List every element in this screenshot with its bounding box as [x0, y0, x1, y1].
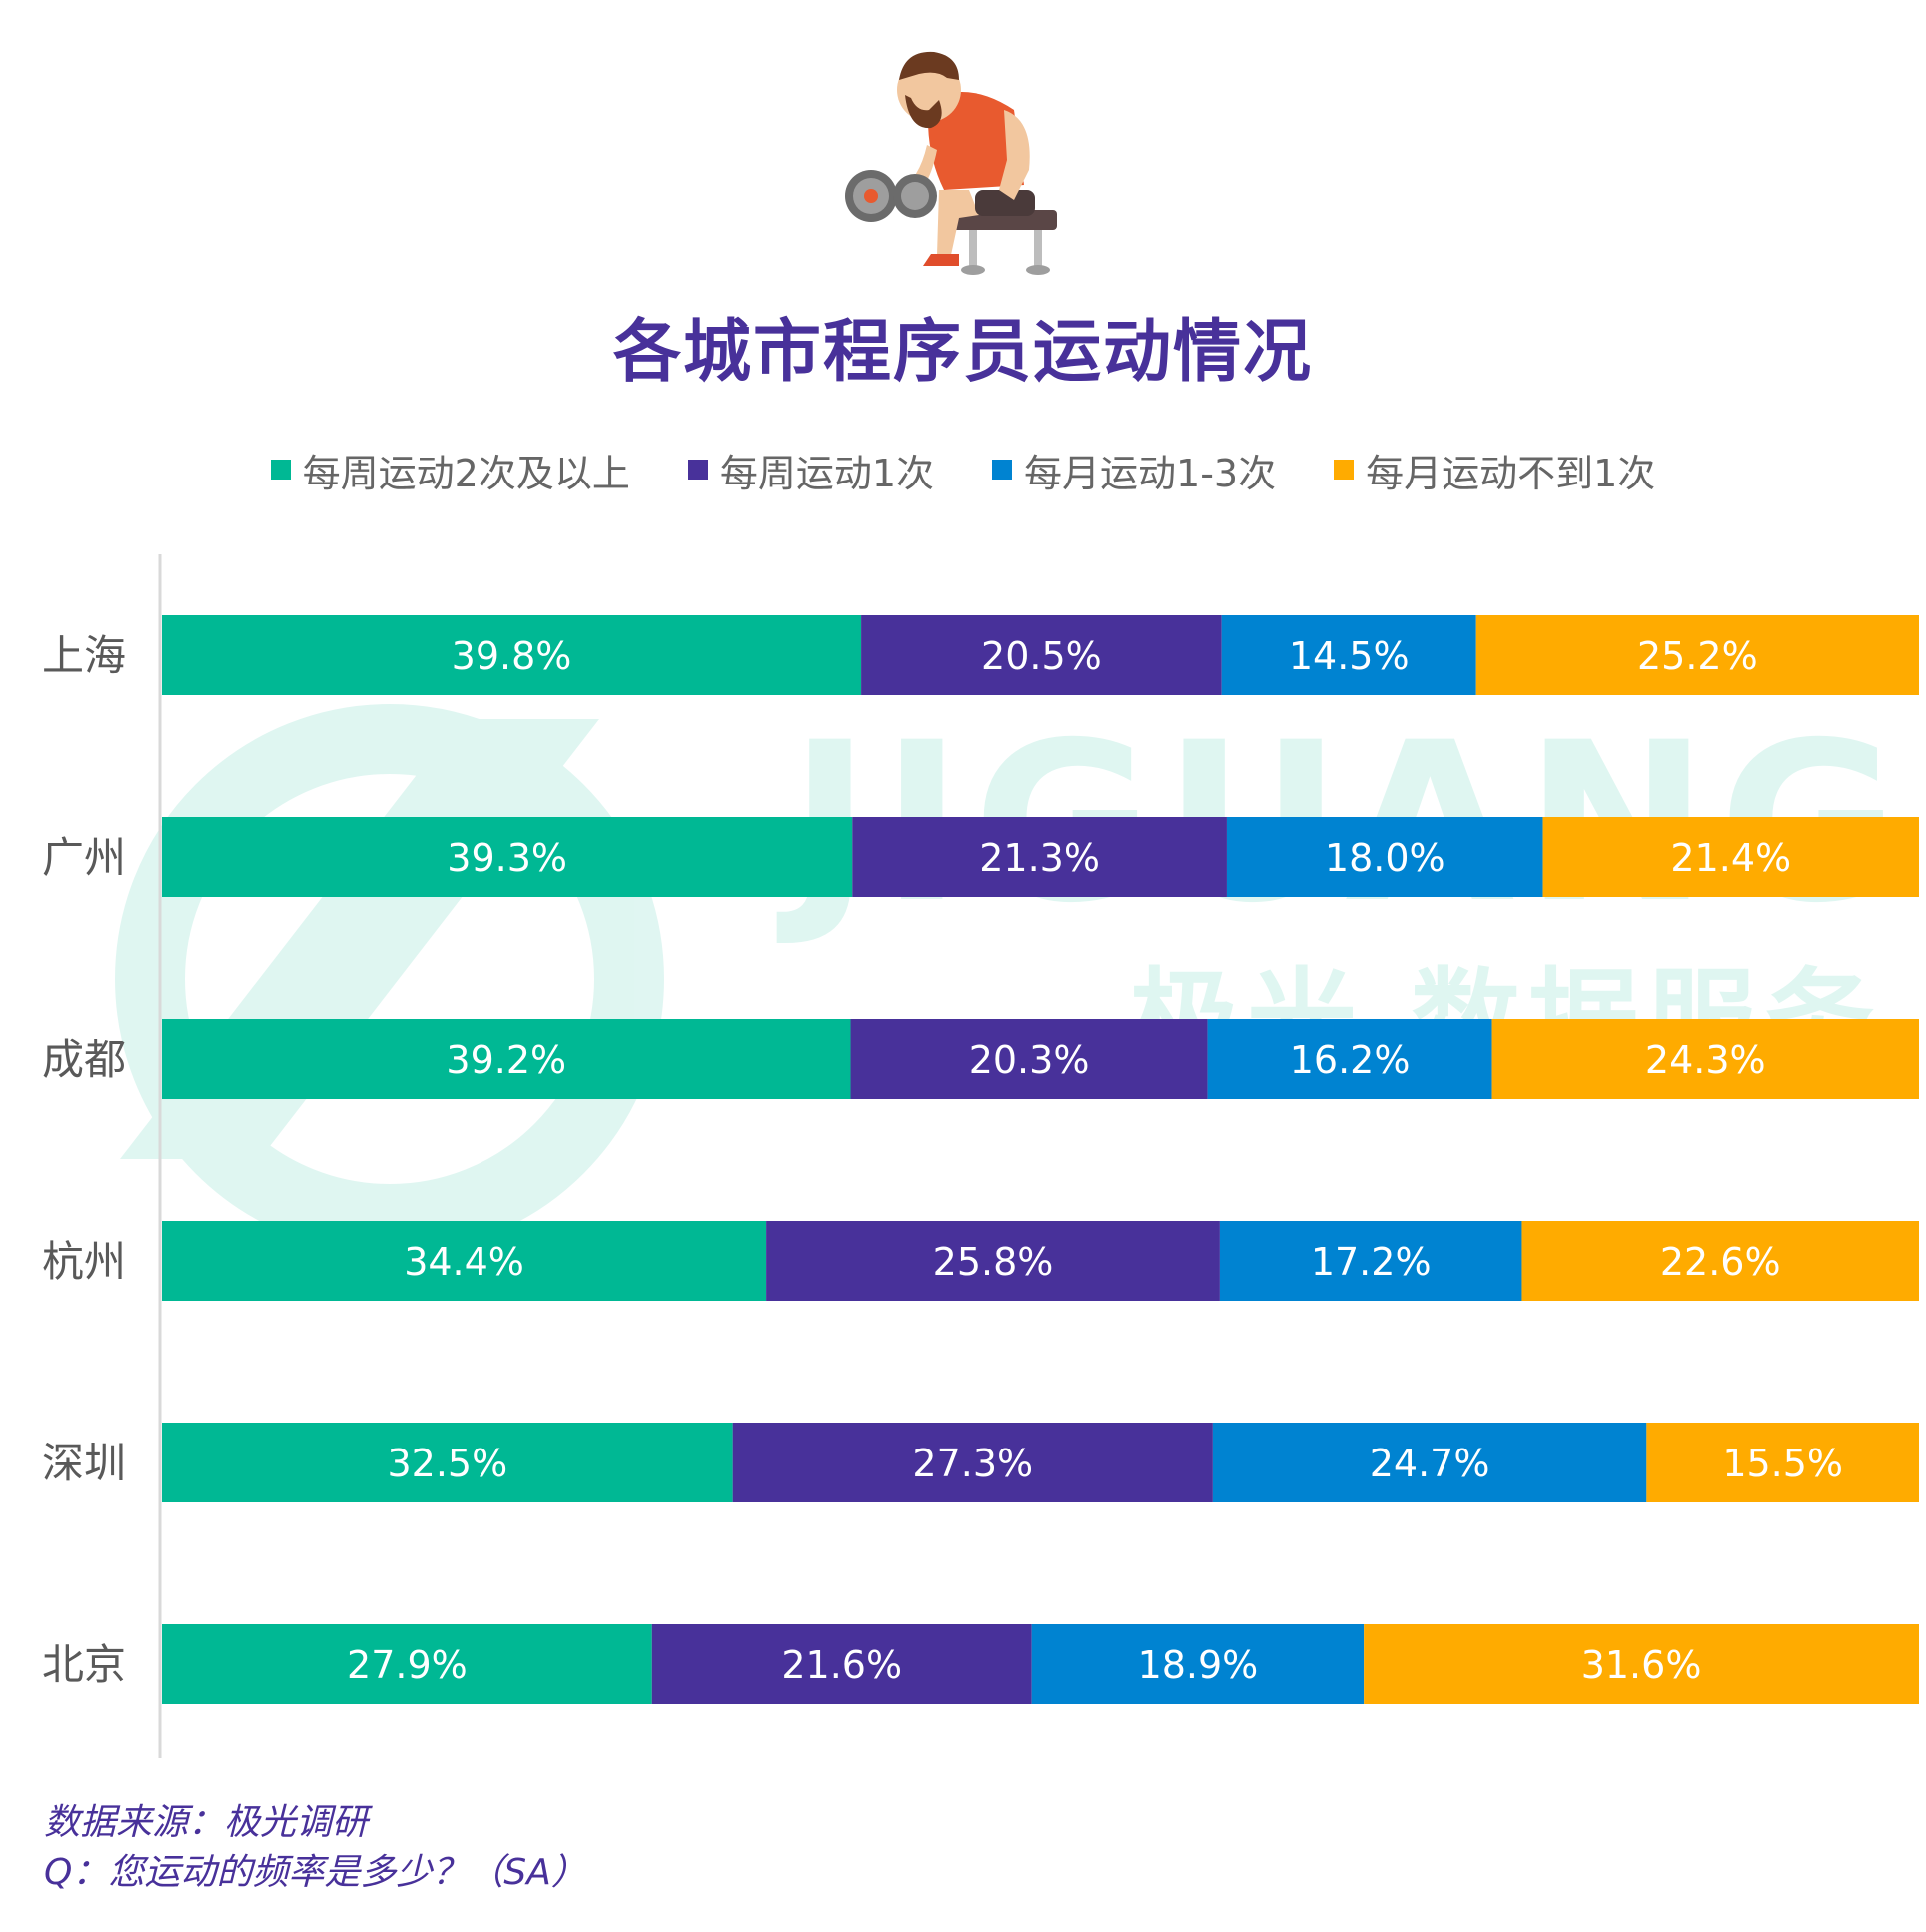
- data-label: 21.3%: [979, 836, 1100, 880]
- legend-item: 每月运动1-3次: [992, 443, 1276, 497]
- bar-segment: [852, 817, 1227, 897]
- data-label: 25.8%: [933, 1240, 1054, 1284]
- source-line: 数据来源：极光调研: [44, 1802, 369, 1843]
- data-label: 32.5%: [387, 1442, 507, 1485]
- legend-label: 每周运动1次: [719, 451, 935, 495]
- data-label: 24.3%: [1645, 1038, 1766, 1082]
- data-label: 34.4%: [404, 1240, 524, 1284]
- bar-segment: [1221, 615, 1476, 695]
- bar-segment: [162, 1019, 851, 1099]
- data-label: 25.2%: [1637, 634, 1758, 678]
- category-label: 杭州: [42, 1237, 126, 1286]
- bar-segment: [162, 1624, 652, 1704]
- bar-segment: [162, 1221, 767, 1301]
- legend-swatch: [1334, 460, 1355, 480]
- bar-segment: [1207, 1019, 1492, 1099]
- legend-label: 每周运动2次及以上: [302, 451, 630, 495]
- data-label: 17.2%: [1311, 1240, 1432, 1284]
- data-label: 18.0%: [1325, 836, 1445, 880]
- bar-segment: [1491, 1019, 1919, 1099]
- legend-label: 每月运动1-3次: [1024, 451, 1277, 495]
- bar-segment: [1226, 817, 1543, 897]
- data-label: 27.9%: [347, 1643, 468, 1687]
- legend-label: 每月运动不到1次: [1366, 451, 1656, 495]
- category-label: 广州: [42, 833, 126, 882]
- watermark: JIGUANG 极光 数据服务: [115, 695, 1899, 1254]
- data-label: 20.5%: [981, 634, 1102, 678]
- bar-segment: [850, 1019, 1208, 1099]
- bar-segment: [1364, 1624, 1919, 1704]
- bar-segment: [861, 615, 1222, 695]
- man-lifting-dumbbell-icon: [845, 51, 1057, 275]
- bar-segment: [162, 817, 853, 897]
- bar-segment: [1031, 1624, 1365, 1704]
- data-label: 16.2%: [1290, 1038, 1411, 1082]
- data-label: 39.3%: [447, 836, 567, 880]
- category-label: 成都: [42, 1035, 126, 1084]
- legend-swatch: [992, 460, 1013, 480]
- data-label: 21.4%: [1670, 836, 1791, 880]
- category-label: 上海: [42, 631, 126, 680]
- data-label: 21.6%: [781, 1643, 902, 1687]
- legend-swatch: [270, 460, 291, 480]
- bar-segment: [162, 615, 862, 695]
- legend: 每周运动2次及以上 每周运动1次 每月运动1-3次 每月运动不到1次: [0, 440, 1926, 499]
- data-label: 14.5%: [1289, 634, 1410, 678]
- chart-title: 各城市程序员运动情况: [612, 313, 1313, 392]
- bar-segment: [1212, 1423, 1647, 1502]
- question-line: Q：您运动的频率是多少？（SA）: [44, 1852, 587, 1893]
- category-label: 北京: [42, 1640, 126, 1689]
- legend-item: 每周运动2次及以上: [270, 443, 630, 497]
- bar-segment: [1475, 615, 1919, 695]
- legend-swatch: [687, 460, 708, 480]
- bar-segment: [1542, 817, 1919, 897]
- bar-segment: [1646, 1423, 1919, 1502]
- data-label: 15.5%: [1722, 1442, 1843, 1485]
- data-label: 27.3%: [912, 1442, 1033, 1485]
- category-label: 深圳: [42, 1439, 126, 1487]
- bar-segment: [651, 1624, 1032, 1704]
- bar-segment: [1521, 1221, 1919, 1301]
- data-label: 39.8%: [452, 634, 572, 678]
- data-label: 22.6%: [1660, 1240, 1781, 1284]
- data-label: 24.7%: [1370, 1442, 1490, 1485]
- source-note: 数据来源：极光调研 Q：您运动的频率是多少？（SA）: [44, 1798, 587, 1898]
- data-label: 31.6%: [1581, 1643, 1702, 1687]
- bar-segment: [766, 1221, 1220, 1301]
- legend-item: 每周运动1次: [687, 443, 935, 497]
- data-label: 18.9%: [1138, 1643, 1259, 1687]
- legend-item: 每月运动不到1次: [1334, 443, 1655, 497]
- bar-segment: [732, 1423, 1213, 1502]
- bar-segment: [162, 1423, 733, 1502]
- data-label: 20.3%: [969, 1038, 1090, 1082]
- data-label: 39.2%: [446, 1038, 566, 1082]
- bar-segment: [1219, 1221, 1522, 1301]
